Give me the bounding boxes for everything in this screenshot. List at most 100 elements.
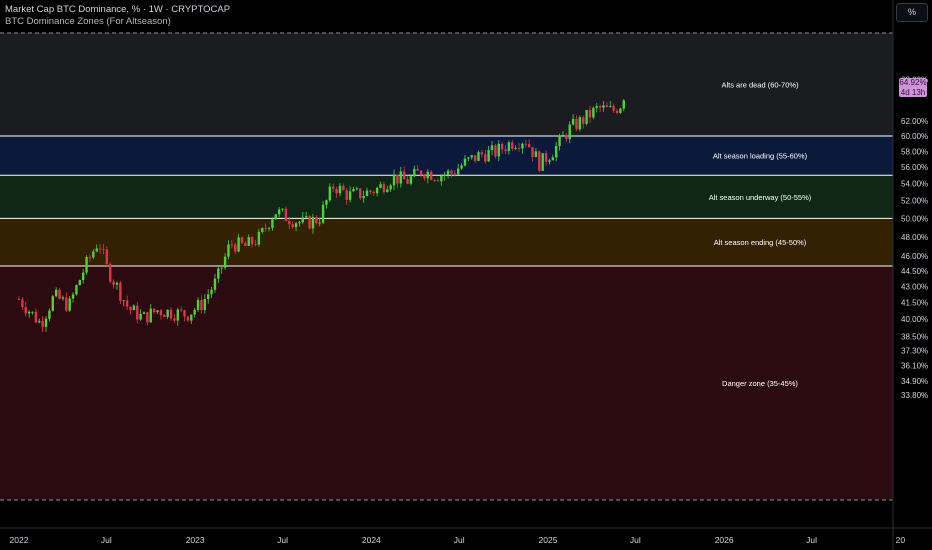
candle	[193, 307, 196, 318]
candle	[538, 150, 541, 173]
candle	[484, 150, 487, 164]
candle	[389, 183, 392, 192]
candle	[173, 314, 176, 324]
candle	[254, 240, 257, 247]
candle	[139, 309, 142, 321]
candle	[102, 244, 105, 255]
last-price-value: 64.92%	[899, 78, 927, 87]
candle	[247, 234, 250, 247]
candle	[541, 153, 544, 171]
y-tick-label: 50.00%	[901, 214, 928, 223]
candle	[467, 156, 470, 162]
zone-band-3	[0, 218, 893, 266]
candle	[281, 208, 284, 212]
candle	[183, 309, 186, 322]
candle	[227, 240, 230, 260]
candle	[132, 304, 136, 311]
y-tick-label: 54.00%	[901, 180, 928, 189]
candle	[568, 121, 571, 144]
y-tick-label: 40.00%	[901, 315, 928, 324]
candle	[203, 294, 207, 314]
y-tick-label: 37.30%	[901, 347, 928, 356]
candle	[524, 139, 527, 148]
candle	[555, 142, 558, 162]
candle	[507, 140, 511, 155]
candle	[179, 306, 183, 312]
candle	[119, 280, 122, 305]
candle	[234, 242, 237, 255]
candle	[328, 183, 332, 202]
candle	[34, 308, 38, 324]
x-axis-ticks: 2022 Jul 2023 Jul 2024 Jul 2025 Jul 2026 Jul 20	[10, 535, 906, 545]
candle	[271, 217, 274, 231]
percent-scale-button[interactable]: %	[896, 3, 928, 22]
candle	[48, 308, 51, 322]
candle	[267, 227, 271, 232]
candle	[277, 207, 281, 218]
y-tick-label: 34.90%	[901, 377, 928, 386]
candle	[176, 307, 179, 326]
candle	[169, 307, 173, 321]
candle	[365, 187, 369, 197]
y-tick-label: 38.50%	[901, 332, 928, 341]
candle	[561, 131, 565, 136]
candle	[342, 183, 345, 191]
candle	[514, 145, 517, 151]
candle	[359, 188, 362, 201]
candle	[592, 106, 595, 120]
candle	[575, 115, 578, 131]
candle	[291, 221, 294, 229]
candle	[426, 168, 430, 184]
candle	[595, 103, 598, 113]
candle	[571, 114, 575, 126]
candle	[423, 173, 426, 181]
candle	[392, 169, 396, 191]
candle	[122, 299, 125, 307]
x-tick-label: Jul	[101, 535, 112, 545]
candle	[92, 249, 95, 259]
candle	[61, 295, 65, 301]
candle	[159, 308, 163, 320]
candle	[619, 107, 622, 114]
candle	[24, 302, 27, 317]
candle	[399, 166, 402, 188]
candle	[304, 211, 308, 220]
candle	[517, 142, 521, 152]
candle	[490, 141, 494, 156]
candle	[81, 268, 85, 284]
candle	[598, 104, 602, 113]
candle	[345, 188, 348, 205]
candle	[565, 133, 568, 142]
candle	[301, 212, 305, 225]
x-tick-label: Jul	[806, 535, 817, 545]
y-tick-label: 43.00%	[901, 282, 928, 291]
candle	[321, 200, 325, 225]
zone-band-0	[0, 33, 893, 136]
candle	[274, 214, 277, 220]
candle	[210, 287, 213, 299]
candle	[433, 179, 436, 183]
y-tick-label: 62.00%	[901, 117, 928, 126]
candle	[264, 223, 267, 232]
candle	[372, 190, 375, 196]
candle	[497, 140, 500, 162]
candle	[136, 301, 139, 324]
candle	[68, 295, 71, 312]
candle	[71, 292, 75, 303]
y-tick-label: 33.80%	[901, 391, 928, 400]
candle	[348, 186, 352, 203]
candle	[88, 254, 92, 263]
candle	[196, 297, 200, 313]
candle	[38, 318, 41, 324]
candle	[558, 133, 561, 151]
candle	[588, 105, 592, 123]
candle	[257, 228, 261, 247]
candle	[146, 312, 149, 326]
candle	[379, 181, 382, 189]
candle	[352, 186, 355, 192]
candle	[440, 174, 443, 186]
candle	[585, 110, 588, 126]
candle	[453, 170, 457, 177]
y-tick-label: 52.00%	[901, 197, 928, 206]
